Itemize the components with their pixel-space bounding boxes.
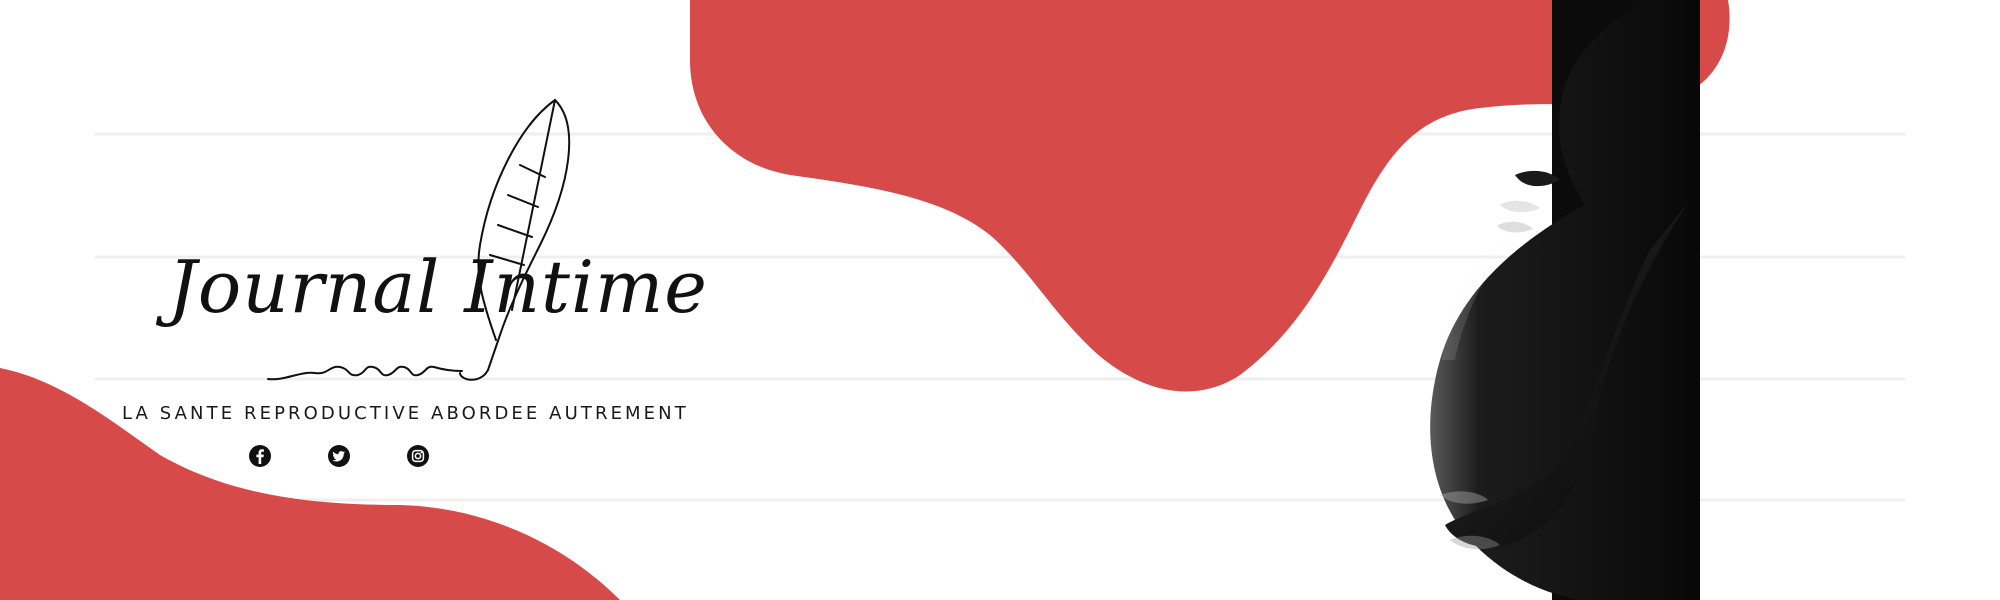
red-blob-bottom: [0, 368, 620, 600]
twitter-icon: [328, 445, 350, 467]
twitter-link[interactable]: [327, 444, 351, 468]
pregnancy-silhouette-photo: [1430, 0, 1700, 600]
brand-wordmark: Journal Intime: [168, 245, 708, 329]
instagram-link[interactable]: [406, 444, 430, 468]
quill-icon: [267, 99, 571, 381]
facebook-link[interactable]: [248, 444, 272, 468]
instagram-icon: [407, 445, 429, 467]
red-blob-top: [690, 0, 1730, 392]
tagline: LA SANTE REPRODUCTIVE ABORDEE AUTREMENT: [122, 403, 689, 424]
journal-intime-logo[interactable]: Journal Intime: [160, 95, 720, 395]
facebook-icon: [249, 445, 271, 467]
